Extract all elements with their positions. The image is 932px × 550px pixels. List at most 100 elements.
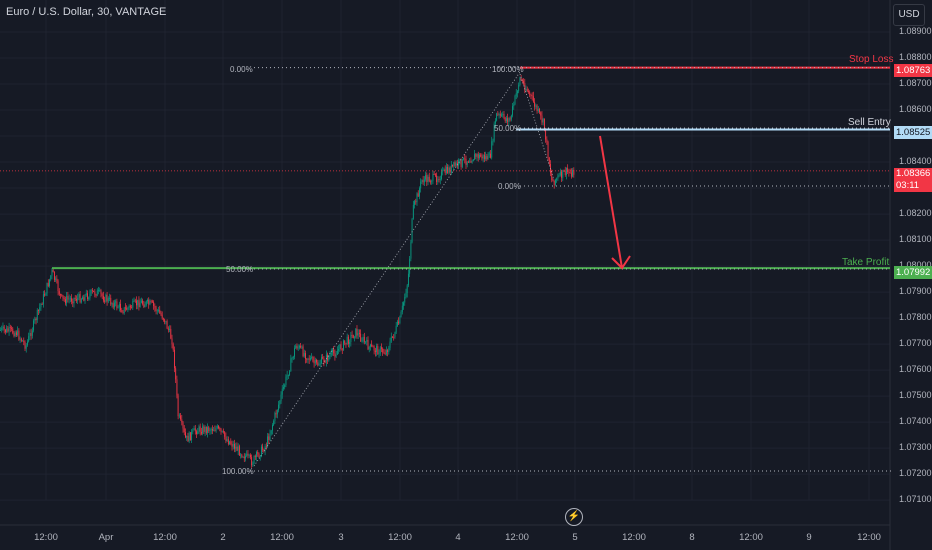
candle-body: [298, 346, 300, 348]
candle-body: [14, 332, 16, 337]
candle-body: [362, 336, 364, 341]
price-tick-label: 1.07200: [899, 468, 932, 479]
candle-body: [268, 436, 270, 440]
candle-body: [62, 295, 64, 299]
fib-large-bottom-label: 100.00%: [222, 467, 254, 476]
bar-countdown: 03:11: [896, 180, 920, 191]
candle-body: [101, 293, 103, 297]
candle-body: [185, 432, 186, 438]
candle-body: [161, 314, 163, 319]
candle-body: [528, 91, 529, 93]
candle-body: [100, 290, 102, 294]
candle-body: [197, 431, 199, 434]
candle-body: [401, 305, 403, 312]
candle-body: [573, 170, 575, 175]
candle-body: [455, 162, 457, 166]
candle-body: [55, 278, 57, 280]
price-tick-label: 1.08900: [899, 26, 932, 36]
candle-body: [231, 444, 233, 447]
candle-body: [306, 358, 308, 360]
candle-body: [258, 453, 260, 457]
candle-body: [344, 340, 346, 344]
candle-body: [417, 193, 419, 197]
candle-body: [204, 426, 206, 432]
candle-body: [406, 285, 408, 294]
price-tick-label: 1.08200: [899, 208, 932, 219]
candle-body: [378, 353, 380, 355]
candle-body: [213, 429, 215, 431]
candle-body: [262, 446, 264, 450]
candle-body: [345, 343, 347, 345]
candle-body: [460, 159, 462, 167]
candle-body: [193, 428, 195, 430]
price-tick-label: 1.08000: [899, 260, 932, 270]
candle-body: [31, 330, 33, 336]
time-axis-label: 12:00: [34, 532, 58, 543]
candle-body: [485, 156, 487, 159]
candle-body: [246, 453, 248, 457]
candle-body: [458, 160, 460, 166]
candle-body: [502, 113, 504, 115]
candle-body: [125, 307, 126, 309]
price-tick-label: 1.07600: [899, 364, 932, 375]
candle-body: [357, 333, 359, 336]
candle-body: [134, 300, 136, 302]
candle-body: [452, 164, 453, 167]
candle-body: [330, 351, 332, 356]
candle-body: [414, 201, 415, 205]
candle-body: [52, 269, 54, 273]
candle-body: [396, 321, 398, 326]
time-axis-label: Apr: [98, 532, 114, 543]
take-profit-price-tag: 1.07992: [894, 266, 932, 279]
fib-small-trendline: [519, 73, 555, 181]
candle-body: [356, 328, 358, 336]
candle-body: [334, 353, 336, 357]
candle-body: [428, 176, 430, 182]
lightning-icon[interactable]: ⚡: [565, 508, 583, 526]
fib-small-bottom-label: 0.00%: [498, 182, 521, 191]
candle-body: [25, 345, 27, 349]
candle-body: [341, 349, 343, 351]
candle-body: [51, 269, 53, 276]
candle-body: [475, 154, 477, 157]
candle-body: [442, 170, 444, 172]
grid-lines: [0, 0, 891, 550]
candle-body: [66, 296, 68, 304]
candle-body: [178, 415, 180, 417]
candle-body: [219, 428, 221, 430]
candle-body: [529, 91, 531, 95]
candle-body: [371, 344, 373, 347]
candle-body: [499, 114, 501, 116]
candle-body: [512, 106, 513, 116]
candle-body: [236, 446, 238, 451]
candle-body: [162, 318, 164, 320]
currency-button[interactable]: USD: [893, 4, 925, 26]
candle-body: [394, 332, 396, 338]
candle-body: [98, 290, 99, 292]
candle-body: [6, 328, 8, 333]
candle-body: [251, 457, 253, 466]
candle-body: [156, 310, 158, 312]
candle-body: [9, 327, 11, 328]
candle-body: [554, 179, 556, 185]
candle-body: [323, 358, 325, 362]
candle-body: [360, 333, 362, 342]
candle-body: [505, 118, 507, 122]
candle-body: [180, 415, 182, 420]
time-axis-label: 12:00: [505, 532, 529, 543]
price-tick-label: 1.07500: [899, 390, 932, 401]
fib-small-mid-label: 50.00%: [494, 124, 522, 133]
candle-body: [448, 167, 450, 173]
candle-body: [0, 329, 1, 331]
candle-body: [373, 346, 375, 351]
candle-body: [313, 360, 315, 364]
candle-body: [488, 153, 490, 155]
candle-body: [388, 347, 390, 353]
price-tick-label: 1.07100: [899, 494, 932, 505]
candle-body: [468, 161, 469, 163]
candle-body: [517, 91, 518, 94]
candle-body: [211, 429, 213, 431]
candle-body: [3, 326, 5, 330]
candle-body: [381, 347, 382, 349]
